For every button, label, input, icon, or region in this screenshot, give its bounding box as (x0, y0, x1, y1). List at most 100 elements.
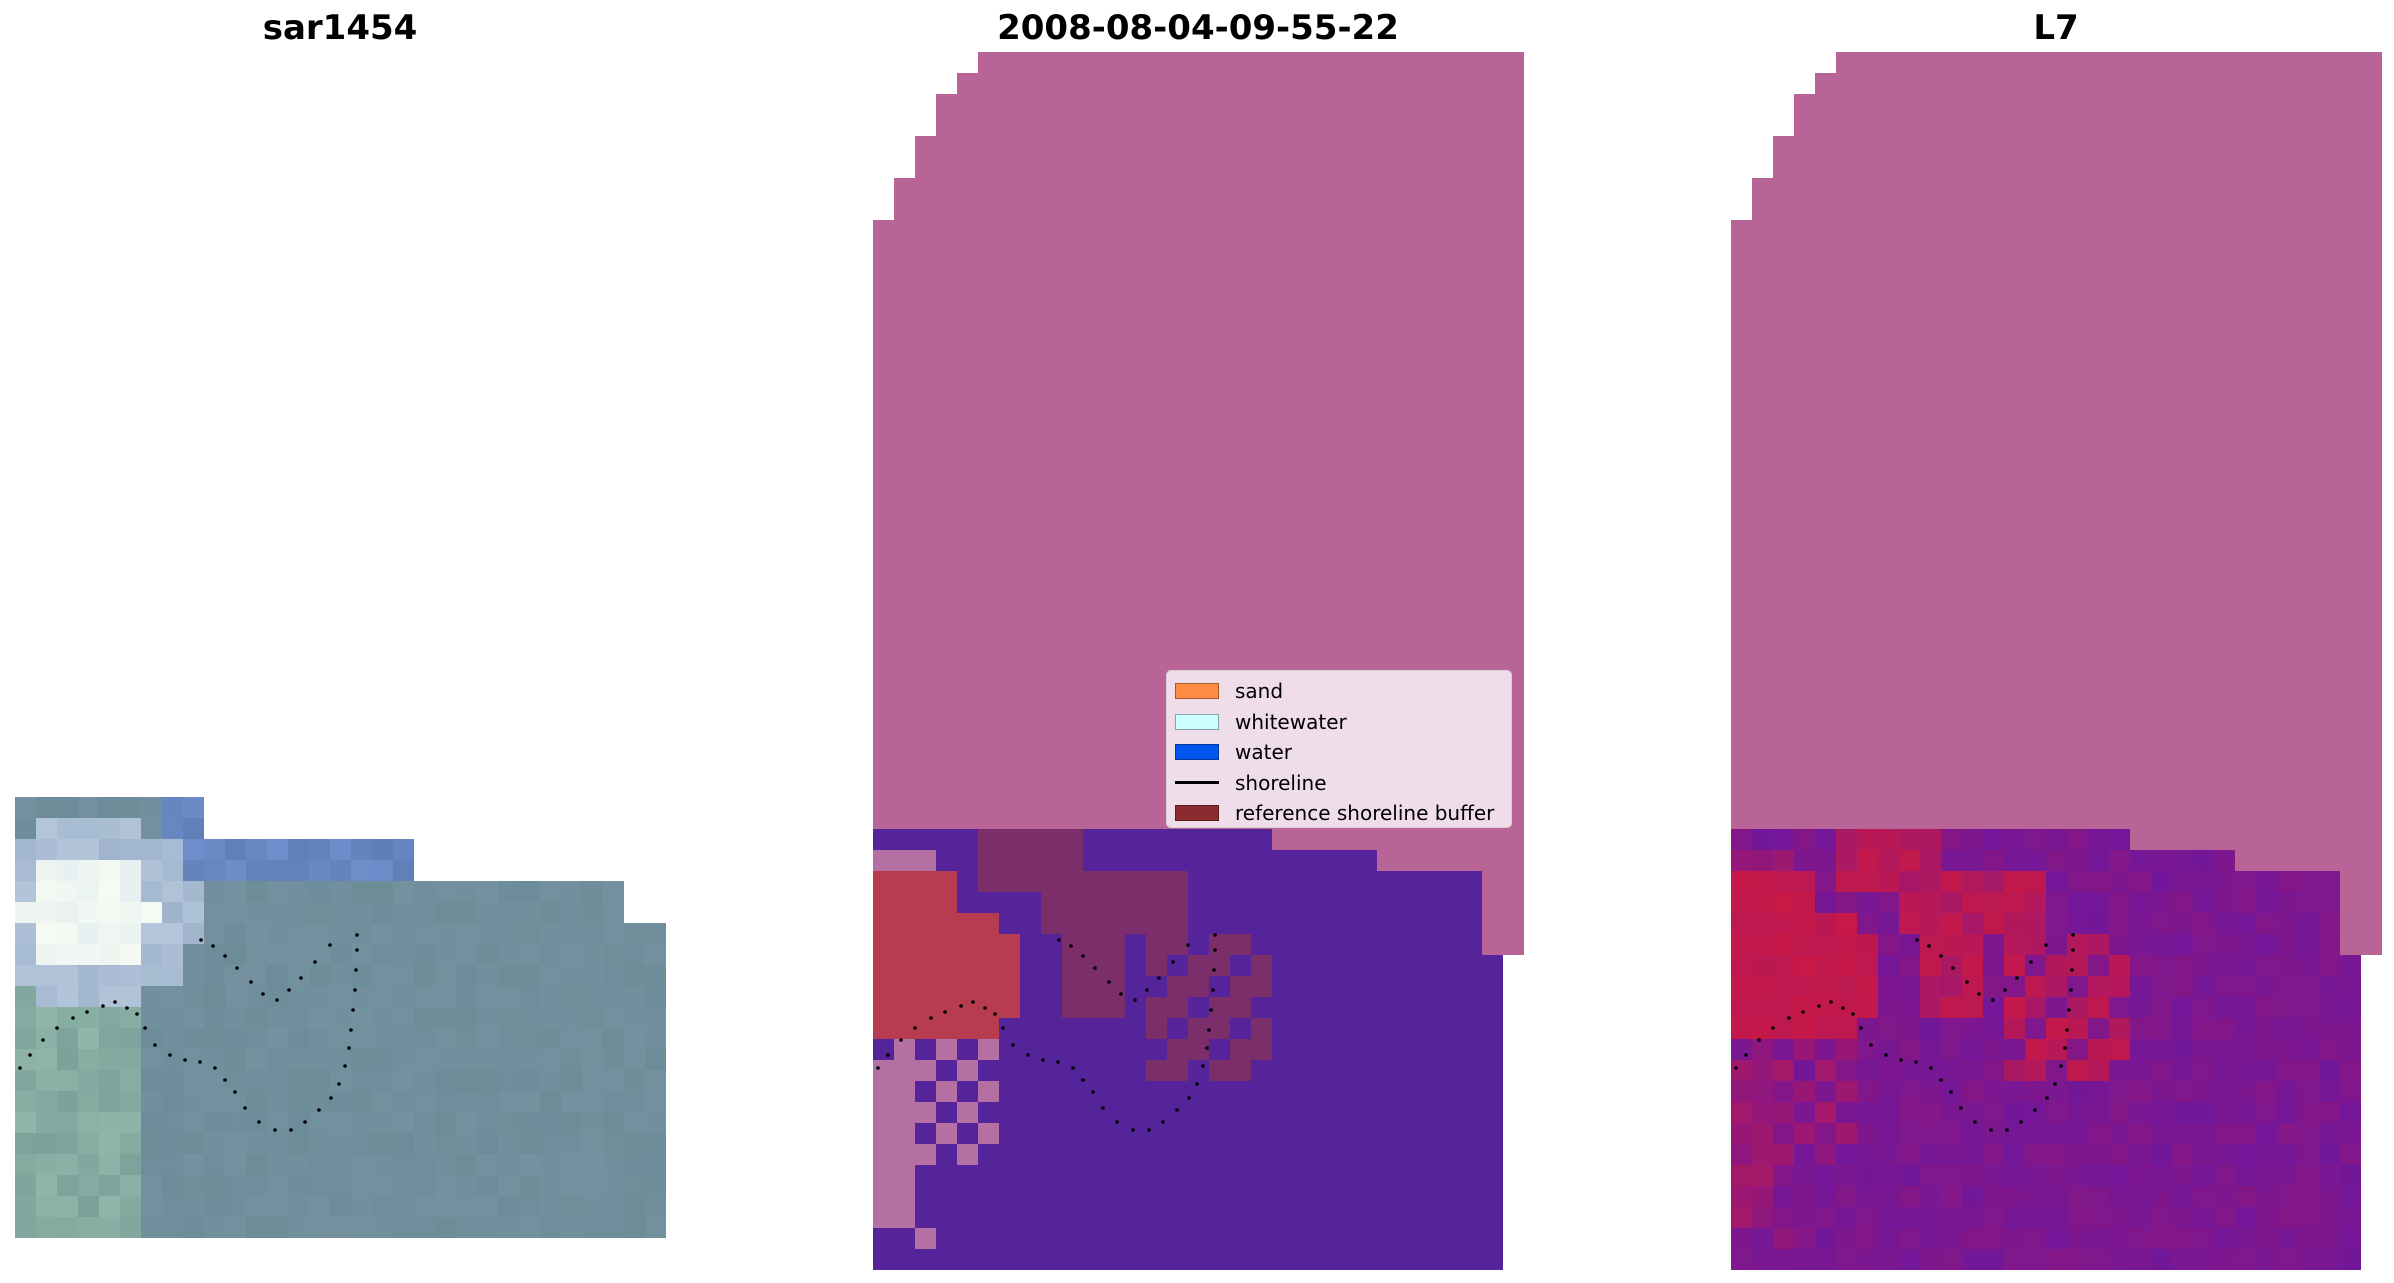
class-pixel (1104, 1060, 1125, 1081)
class-pixel (894, 850, 915, 871)
index-pixel (1752, 787, 1773, 808)
class-pixel (894, 1102, 915, 1123)
class-pixel (1062, 136, 1083, 157)
image-pixel (246, 1217, 267, 1238)
class-pixel (1419, 157, 1440, 178)
image-pixel (183, 797, 204, 818)
image-pixel (15, 797, 36, 818)
image-pixel (519, 944, 540, 965)
class-pixel (1230, 1249, 1251, 1270)
index-pixel (2214, 640, 2235, 661)
class-pixel (1167, 1123, 1188, 1144)
index-pixel (1983, 451, 2004, 472)
index-pixel (1962, 283, 1983, 304)
index-pixel (2214, 199, 2235, 220)
class-pixel (1104, 766, 1125, 787)
index-pixel (2088, 871, 2109, 892)
index-pixel (2067, 1144, 2088, 1165)
index-pixel (1836, 430, 1857, 451)
index-pixel (2109, 178, 2130, 199)
image-pixel (309, 881, 330, 902)
class-pixel (1188, 262, 1209, 283)
image-pixel (456, 1154, 477, 1175)
image-pixel (309, 1112, 330, 1133)
class-pixel (1146, 703, 1167, 724)
image-pixel (414, 986, 435, 1007)
class-pixel (936, 1060, 957, 1081)
index-pixel (2067, 829, 2088, 850)
index-pixel (1983, 913, 2004, 934)
class-pixel (1041, 52, 1062, 73)
image-pixel (141, 881, 162, 902)
index-pixel (2151, 157, 2172, 178)
index-pixel (2214, 472, 2235, 493)
class-pixel (957, 766, 978, 787)
index-pixel (1857, 892, 1878, 913)
index-pixel (1731, 472, 1752, 493)
class-pixel (1314, 976, 1335, 997)
class-pixel (1104, 367, 1125, 388)
class-pixel (873, 1102, 894, 1123)
image-pixel (36, 965, 57, 986)
class-pixel (957, 514, 978, 535)
index-pixel (1731, 514, 1752, 535)
index-pixel (2004, 577, 2025, 598)
class-pixel (1146, 1207, 1167, 1228)
class-pixel (1335, 871, 1356, 892)
shoreline-point (1131, 1128, 1135, 1132)
index-pixel (2109, 997, 2130, 1018)
class-pixel (1104, 703, 1125, 724)
image-pixel (225, 881, 246, 902)
class-pixel (894, 640, 915, 661)
index-pixel (1752, 829, 1773, 850)
index-pixel (1836, 598, 1857, 619)
index-pixel (1752, 283, 1773, 304)
index-pixel (1815, 1165, 1836, 1186)
class-pixel (894, 493, 915, 514)
sand-swatch (1175, 683, 1219, 700)
index-pixel (1941, 430, 1962, 451)
shoreline-point (143, 1026, 147, 1030)
class-pixel (1041, 136, 1062, 157)
image-pixel (15, 1175, 36, 1196)
image-pixel (498, 923, 519, 944)
class-pixel (894, 1123, 915, 1144)
index-pixel (1857, 1249, 1878, 1270)
index-pixel (2130, 598, 2151, 619)
index-pixel (1941, 220, 1962, 241)
image-pixel (561, 1217, 582, 1238)
index-pixel (1878, 325, 1899, 346)
image-pixel (120, 1070, 141, 1091)
index-pixel (1794, 724, 1815, 745)
class-pixel (1041, 1060, 1062, 1081)
index-pixel (2046, 850, 2067, 871)
index-pixel (1962, 451, 1983, 472)
class-pixel (999, 1060, 1020, 1081)
shoreline-point (1959, 1106, 1963, 1110)
index-pixel (2088, 52, 2109, 73)
index-pixel (2046, 598, 2067, 619)
class-pixel (957, 283, 978, 304)
index-pixel (1962, 913, 1983, 934)
index-pixel (1941, 178, 1962, 199)
image-pixel (204, 1007, 225, 1028)
class-pixel (1020, 955, 1041, 976)
class-pixel (1209, 535, 1230, 556)
shoreline-point (2071, 933, 2075, 937)
image-pixel (99, 1154, 120, 1175)
index-pixel (1815, 619, 1836, 640)
index-pixel (1815, 178, 1836, 199)
index-pixel (2256, 850, 2277, 871)
class-pixel (1167, 262, 1188, 283)
index-pixel (1941, 451, 1962, 472)
class-pixel (1356, 892, 1377, 913)
class-pixel (1020, 1081, 1041, 1102)
index-pixel (1752, 1018, 1773, 1039)
class-pixel (1335, 976, 1356, 997)
image-pixel (561, 1028, 582, 1049)
index-pixel (2004, 451, 2025, 472)
class-pixel (1482, 283, 1503, 304)
index-pixel (2151, 1123, 2172, 1144)
image-pixel (372, 881, 393, 902)
class-pixel (1482, 514, 1503, 535)
